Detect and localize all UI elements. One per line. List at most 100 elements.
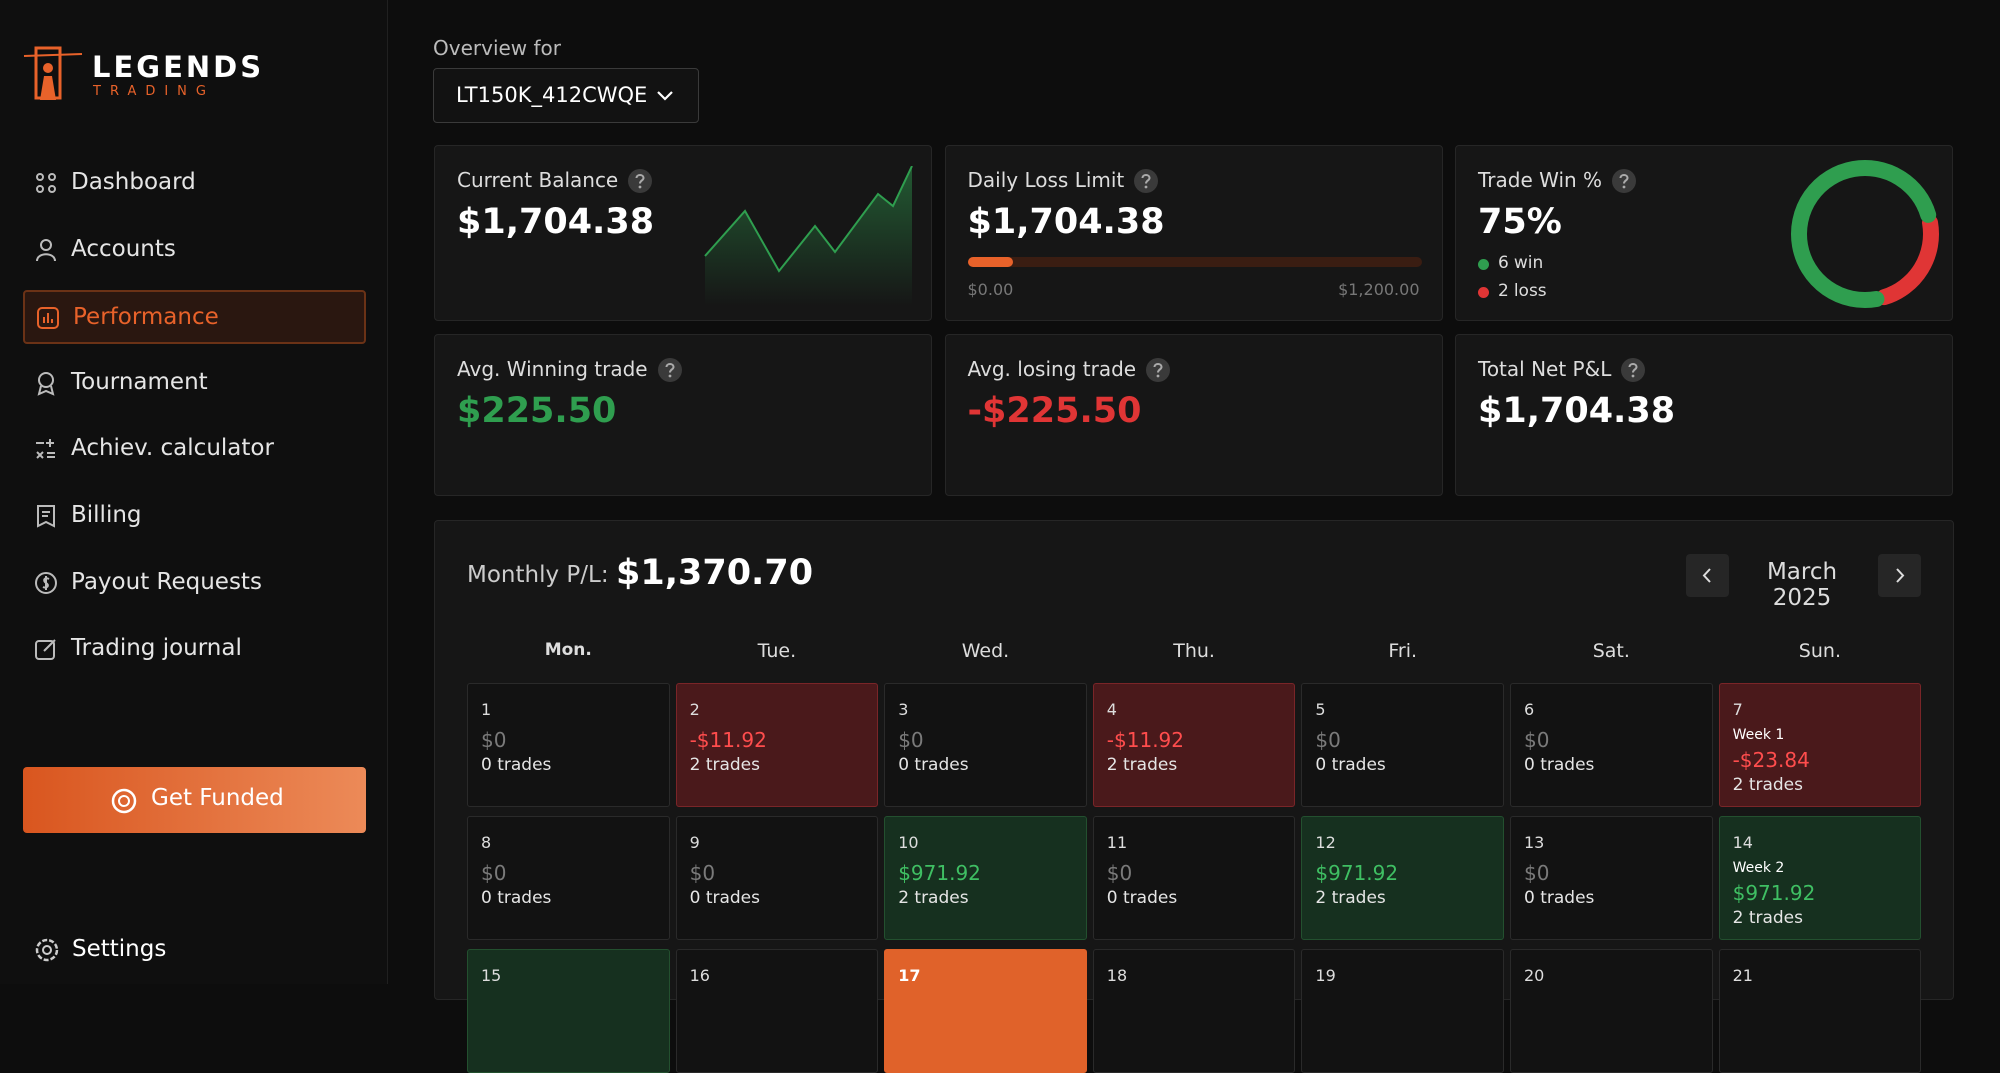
day-cell[interactable]: 6 $0 0 trades — [1510, 683, 1713, 807]
prev-month[interactable] — [1686, 554, 1729, 597]
nav-item[interactable]: Accounts — [23, 224, 366, 278]
weekday: Wed. — [961, 640, 1010, 662]
day-cell[interactable]: 14 Week 2 $971.92 2 trades — [1718, 816, 1922, 940]
stat-card: Total Net P&L $1,704.38 — [1455, 334, 1953, 496]
settings-link[interactable]: Settings — [72, 936, 167, 962]
day-cell[interactable]: 5 $0 0 trades — [1301, 683, 1504, 807]
day-number: 6 — [1524, 700, 1535, 719]
nav-label: Payout Requests — [71, 568, 262, 595]
day-cell[interactable]: 12 $971.92 2 trades — [1301, 816, 1504, 940]
day-number: 18 — [1106, 966, 1128, 985]
day-cell[interactable]: 11 $0 0 trades — [1092, 816, 1296, 940]
nav-label: Performance — [73, 304, 219, 331]
help-icon[interactable] — [1146, 358, 1171, 382]
month-label: March 2025 — [1766, 559, 1838, 611]
sidebar: LEGENDS TRADING Dashboard Accounts Perform… — [0, 0, 388, 984]
day-trades: 0 trades — [1524, 755, 1595, 775]
account-select[interactable]: LT150K_412CWQE — [433, 68, 699, 123]
day-trades: 2 trades — [1106, 755, 1178, 775]
day-cell[interactable]: 9 $0 0 trades — [675, 816, 879, 940]
nav-item[interactable]: Achiev. calculator — [23, 423, 366, 477]
day-cell[interactable]: 10 $971.92 2 trades — [884, 816, 1087, 940]
day-cell[interactable]: 3 $0 0 trades — [884, 683, 1087, 807]
day-pnl: $971.92 — [1315, 861, 1399, 885]
nav-item[interactable]: Payout Requests — [23, 557, 366, 611]
card-value: $1,704.38 — [1478, 391, 1676, 431]
stat-card: Daily Loss Limit $1,704.38 $0.00 $1,200.00 — [944, 145, 1443, 321]
day-cell[interactable]: 8 $0 0 trades — [467, 816, 670, 940]
weekday: Sat. — [1592, 640, 1630, 662]
nav-icon — [37, 371, 55, 396]
day-cell[interactable]: 17 — [884, 949, 1087, 1073]
stat-card: Avg. losing trade -$225.50 — [944, 334, 1443, 496]
coin-icon — [111, 788, 137, 814]
day-number: 7 — [1732, 700, 1743, 719]
day-cell[interactable]: 7 Week 1 -$23.84 2 trades — [1718, 683, 1922, 807]
day-cell[interactable]: 15 — [467, 949, 670, 1073]
range-min: $0.00 — [967, 280, 1014, 299]
win-donut — [1791, 160, 1939, 308]
nav-item[interactable]: Tournament — [23, 357, 366, 411]
nav-label: Billing — [71, 502, 142, 528]
monthly-total: $1,370.70 — [616, 553, 814, 593]
get-funded-button[interactable]: Get Funded — [23, 767, 366, 833]
day-pnl: $0 — [1315, 728, 1341, 752]
weekday: Sun. — [1798, 640, 1841, 662]
day-number: 15 — [481, 966, 502, 985]
day-number: 19 — [1315, 966, 1336, 985]
card-title: Trade Win % — [1478, 168, 1603, 192]
app: LEGENDS TRADING Dashboard Accounts Perform… — [0, 0, 1954, 1073]
nav-item[interactable]: Performance — [23, 290, 366, 345]
help-icon[interactable] — [1621, 358, 1646, 382]
day-cell[interactable]: 2 -$11.92 2 trades — [675, 683, 879, 807]
day-trades: 2 trades — [689, 755, 760, 775]
help-icon[interactable] — [1134, 169, 1159, 193]
card-value: $1,704.38 — [457, 202, 655, 242]
balance-sparkline — [704, 166, 913, 306]
day-pnl: -$11.92 — [689, 728, 767, 752]
day-cell[interactable]: 20 — [1510, 949, 1713, 1073]
legend-dot — [1478, 287, 1489, 298]
day-cell[interactable]: 13 $0 0 trades — [1510, 816, 1713, 940]
nav-item[interactable]: Dashboard — [23, 157, 366, 211]
day-trades: 0 trades — [1524, 888, 1595, 908]
help-icon[interactable] — [1612, 169, 1637, 193]
day-number: 14 — [1732, 833, 1753, 852]
nav-icon — [37, 505, 55, 528]
help-icon[interactable] — [628, 169, 653, 193]
nav-item[interactable]: Trading journal — [23, 623, 366, 677]
get-funded-label: Get Funded — [151, 785, 284, 811]
day-cell[interactable]: 1 $0 0 trades — [467, 683, 670, 807]
nav-icon — [35, 639, 56, 661]
legend-entry: 2 loss — [1498, 281, 1547, 301]
day-number: 5 — [1315, 700, 1326, 719]
day-number: 8 — [481, 833, 492, 852]
day-number: 1 — [481, 700, 492, 719]
day-cell[interactable]: 19 — [1301, 949, 1504, 1073]
help-icon[interactable] — [657, 358, 682, 382]
day-pnl: $0 — [481, 861, 507, 885]
card-value: $225.50 — [457, 391, 617, 431]
day-cell[interactable]: 16 — [675, 949, 879, 1073]
chevron-right — [1896, 568, 1905, 583]
nav-label: Accounts — [71, 235, 176, 262]
day-pnl: $971.92 — [898, 861, 981, 885]
day-pnl: $0 — [689, 861, 716, 885]
next-month[interactable] — [1878, 554, 1921, 597]
nav-icon — [37, 307, 59, 330]
day-trades: 2 trades — [898, 888, 969, 908]
day-trades: 0 trades — [481, 888, 552, 908]
day-cell[interactable]: 18 — [1092, 949, 1296, 1073]
nav-item[interactable]: Billing — [23, 490, 366, 544]
nav-icon — [36, 439, 55, 460]
day-number: 10 — [898, 833, 919, 852]
weekday: Tue. — [757, 640, 797, 662]
day-pnl: $0 — [1524, 728, 1550, 752]
week-label: Week 1 — [1732, 727, 1785, 743]
day-trades: 2 trades — [1315, 888, 1386, 908]
day-number: 20 — [1524, 966, 1545, 985]
day-cell[interactable]: 21 — [1718, 949, 1922, 1073]
day-cell[interactable]: 4 -$11.92 2 trades — [1092, 683, 1296, 807]
week-label: Week 2 — [1732, 860, 1785, 876]
day-number: 11 — [1106, 833, 1128, 852]
